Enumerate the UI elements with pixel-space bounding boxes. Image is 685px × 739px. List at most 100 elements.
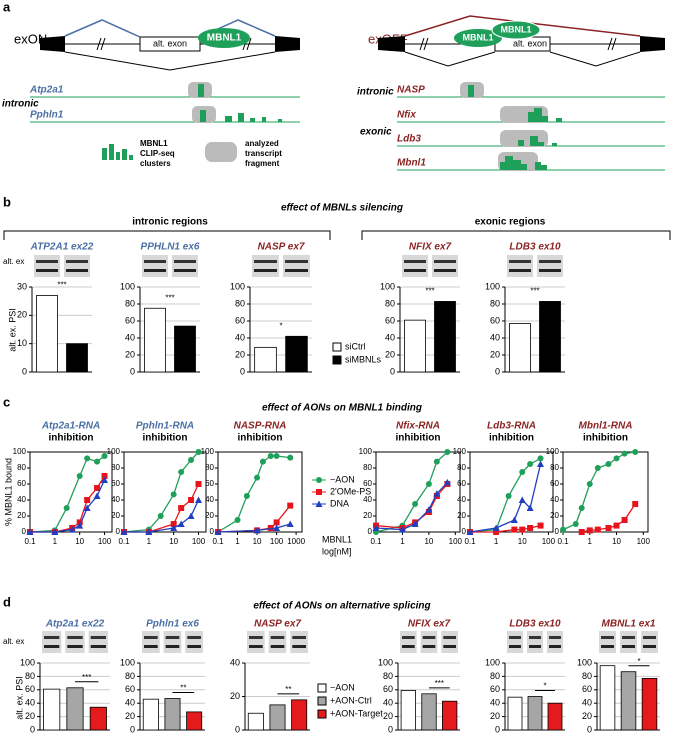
legend-text: MBNL1	[140, 139, 168, 148]
gel-band	[643, 636, 656, 639]
gel-lane	[599, 631, 616, 653]
x-tick-label: 100	[637, 537, 651, 546]
y-tick-label: 20	[125, 349, 135, 359]
gel-band	[67, 645, 83, 648]
gel-band	[539, 260, 561, 263]
point	[372, 524, 380, 531]
point	[259, 458, 266, 465]
significance: **	[285, 685, 291, 694]
significance: ***	[82, 673, 91, 682]
gel-lane	[268, 631, 287, 653]
gel-lane	[420, 631, 438, 653]
break-mark	[419, 37, 617, 51]
legend-label: DNA	[330, 498, 349, 508]
point	[214, 528, 222, 535]
point	[94, 458, 101, 465]
track-label: Mbnl1	[397, 158, 426, 169]
point	[425, 506, 433, 513]
y-tick-label: 60	[490, 315, 500, 325]
x-tick-label: 100	[192, 537, 206, 546]
y-tick-label: 100	[485, 657, 500, 667]
legend-swatch	[332, 355, 342, 365]
y-tick-label: 60	[25, 684, 35, 694]
y-tick-label: 100	[380, 281, 395, 291]
gel-band	[443, 636, 456, 639]
chart-title: Nfix-RNA	[396, 421, 440, 432]
point	[63, 505, 70, 511]
y-tick-label: 0	[495, 724, 500, 734]
point	[527, 461, 534, 467]
gel-band	[509, 269, 531, 272]
cluster	[528, 108, 562, 122]
chart-title: Ldb3-RNA	[487, 421, 536, 432]
y-tick-label: 20	[550, 511, 559, 520]
y-tick-label: 20	[363, 511, 372, 520]
y-tick-label: 100	[546, 447, 560, 456]
y-tick-label: 60	[205, 479, 214, 488]
chart-title: NFIX ex7	[409, 242, 452, 253]
point	[188, 497, 195, 503]
y-tick-label: 100	[359, 447, 373, 456]
legend-text: analyzed	[245, 139, 279, 148]
point	[253, 526, 261, 534]
y-tick-label: 20	[25, 711, 35, 721]
y-tick-label: 40	[17, 495, 26, 504]
plot-frame	[562, 451, 649, 533]
gel-band	[165, 645, 180, 648]
splice-arc	[64, 19, 141, 38]
gel-band	[187, 636, 201, 639]
point	[632, 501, 639, 507]
chart-subtitle: inhibition	[396, 433, 441, 444]
chart-title: PPHLN1 ex6	[141, 242, 200, 253]
chart-title: MBNL1 ex1	[602, 619, 656, 630]
mbnl1-protein	[198, 28, 250, 48]
y-tick-label: 40	[125, 698, 135, 708]
y-tick-label: 100	[577, 657, 592, 667]
y-tick-label: 0	[130, 366, 135, 376]
exon	[275, 36, 300, 52]
bar	[599, 665, 616, 731]
bar	[66, 343, 88, 373]
chart-title: NASP ex7	[254, 619, 301, 630]
point	[26, 528, 34, 535]
plot-frame	[29, 451, 113, 533]
exon	[40, 36, 65, 52]
y-tick-label: 0	[30, 724, 35, 734]
point	[572, 521, 579, 527]
point	[505, 493, 512, 499]
gel-band	[292, 645, 306, 648]
y-tick-label: 0	[130, 724, 135, 734]
fit-line	[469, 463, 542, 533]
point	[267, 525, 274, 531]
point	[527, 525, 534, 531]
y-tick-label: 0	[210, 527, 215, 536]
gel-lane	[547, 631, 563, 653]
gel-lane	[252, 255, 279, 277]
point	[578, 505, 585, 511]
gel-lane	[527, 631, 543, 653]
y-tick-label: 40	[550, 495, 559, 504]
x-tick-label: 100	[542, 537, 556, 546]
gel-band	[422, 636, 436, 639]
gel-lane	[34, 255, 60, 277]
point	[94, 485, 101, 491]
x-tick-label: 10	[75, 537, 84, 546]
group-label: intronic regions	[132, 217, 208, 228]
gel-lane	[432, 255, 458, 277]
x-tick-label: 0.1	[557, 537, 569, 546]
fit-line	[29, 455, 105, 533]
point	[93, 492, 101, 499]
y-tick-label: 80	[205, 463, 214, 472]
significance: *	[637, 657, 640, 666]
y-tick-label: 40	[490, 332, 500, 342]
y-tick-label: 40	[230, 657, 240, 667]
bar	[507, 696, 523, 731]
point	[605, 461, 612, 467]
legend-text: clusters	[140, 159, 171, 168]
point	[287, 502, 294, 509]
point	[145, 528, 153, 535]
bar	[247, 712, 264, 731]
gel-band	[187, 645, 201, 648]
panel-label: b	[3, 194, 11, 209]
panel-title: effect of AONs on MBNL1 binding	[262, 403, 422, 414]
